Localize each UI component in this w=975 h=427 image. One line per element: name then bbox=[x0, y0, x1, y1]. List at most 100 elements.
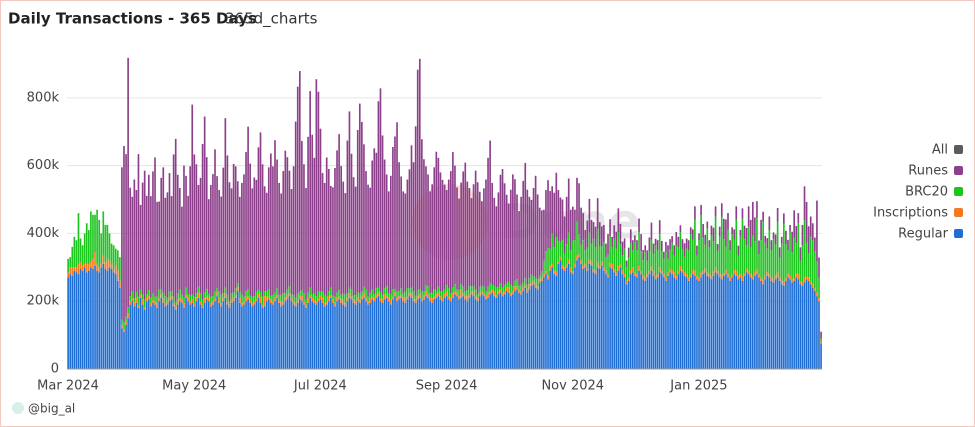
legend-swatch bbox=[954, 208, 963, 217]
bar-segment bbox=[698, 277, 700, 281]
bar-segment bbox=[400, 288, 402, 296]
bar-segment bbox=[257, 147, 260, 290]
bar-segment bbox=[700, 277, 702, 369]
bar-segment bbox=[307, 136, 309, 293]
bar-segment bbox=[574, 267, 576, 369]
bar-segment bbox=[385, 174, 388, 287]
bar-segment bbox=[476, 294, 479, 298]
bar-segment bbox=[216, 176, 218, 288]
bar-segment bbox=[747, 226, 750, 271]
bar-segment bbox=[160, 289, 163, 295]
bar-segment bbox=[392, 299, 394, 369]
bar-segment bbox=[691, 274, 694, 369]
bar-segment bbox=[143, 170, 146, 300]
bar-segment bbox=[119, 287, 121, 369]
bar-segment bbox=[394, 136, 396, 290]
bar-segment bbox=[435, 151, 438, 291]
bar-segment bbox=[634, 272, 636, 276]
bar-segment bbox=[123, 322, 125, 330]
bar-segment bbox=[547, 180, 549, 248]
bar-segment bbox=[309, 295, 311, 298]
bar-segment bbox=[718, 274, 721, 278]
bar-segment bbox=[665, 252, 667, 278]
bar-segment bbox=[766, 248, 769, 273]
x-tick-label: Nov 2024 bbox=[541, 379, 604, 394]
bar-segment bbox=[780, 236, 783, 244]
bar-segment bbox=[110, 243, 113, 264]
bar-segment bbox=[520, 196, 522, 285]
bars bbox=[67, 57, 822, 369]
bar-segment bbox=[236, 181, 239, 283]
bar-segment bbox=[226, 304, 229, 369]
bar-segment bbox=[334, 168, 336, 297]
bar-segment bbox=[447, 287, 450, 297]
bar-segment bbox=[245, 301, 247, 369]
bar-segment bbox=[642, 275, 645, 280]
bar-segment bbox=[162, 302, 165, 369]
bar-segment bbox=[745, 244, 748, 269]
bar-segment bbox=[586, 247, 589, 268]
bar-segment bbox=[694, 219, 696, 271]
bar-segment bbox=[255, 301, 258, 369]
legend-label: Regular bbox=[898, 227, 949, 242]
bar-segment bbox=[590, 265, 593, 369]
bar-segment bbox=[346, 140, 349, 294]
bar-segment bbox=[561, 240, 564, 266]
bar-segment bbox=[588, 232, 591, 260]
bar-segment bbox=[600, 261, 603, 266]
bar-segment bbox=[725, 270, 727, 275]
bar-segment bbox=[421, 301, 423, 369]
bar-segment bbox=[226, 301, 229, 305]
bar-segment bbox=[718, 277, 721, 369]
bar-segment bbox=[452, 152, 454, 288]
bar-segment bbox=[412, 291, 415, 299]
bar-segment bbox=[69, 274, 72, 369]
bar-segment bbox=[656, 274, 659, 278]
bar-segment bbox=[681, 249, 684, 270]
bar-segment bbox=[762, 221, 764, 280]
bar-segment bbox=[712, 271, 715, 276]
bar-segment bbox=[613, 238, 616, 270]
bar-segment bbox=[619, 244, 622, 265]
bar-segment bbox=[135, 190, 138, 292]
bar-segment bbox=[725, 246, 727, 271]
bar-segment bbox=[356, 292, 359, 298]
bar-segment bbox=[437, 292, 440, 297]
bar-segment bbox=[646, 274, 649, 278]
bar-segment bbox=[667, 272, 669, 276]
bar-segment bbox=[445, 190, 448, 285]
bar-segment bbox=[569, 250, 572, 268]
bar-segment bbox=[87, 270, 90, 369]
bar-segment bbox=[187, 301, 189, 369]
bar-segment bbox=[321, 297, 324, 303]
bar-segment bbox=[807, 280, 810, 369]
bar-segment bbox=[311, 294, 314, 298]
bar-segment bbox=[636, 250, 638, 275]
bar-segment bbox=[574, 209, 576, 241]
bar-segment bbox=[257, 289, 260, 294]
bar-segment bbox=[712, 275, 715, 369]
bar-segment bbox=[770, 277, 773, 281]
bar-segment bbox=[162, 298, 165, 303]
bar-segment bbox=[294, 297, 297, 303]
bar-segment bbox=[509, 293, 512, 297]
bar-segment bbox=[102, 263, 105, 369]
bar-segment bbox=[799, 247, 802, 261]
bar-segment bbox=[425, 291, 427, 297]
bar-segment bbox=[681, 269, 684, 273]
bar-segment bbox=[456, 289, 458, 293]
bar-segment bbox=[435, 290, 438, 295]
bar-segment bbox=[298, 291, 301, 296]
bar-segment bbox=[435, 294, 438, 298]
bar-segment bbox=[638, 232, 640, 266]
bar-segment bbox=[323, 306, 326, 369]
bar-segment bbox=[400, 295, 402, 298]
bar-segment bbox=[104, 224, 107, 263]
bar-segment bbox=[733, 239, 736, 271]
bar-segment bbox=[447, 296, 450, 300]
bar-segment bbox=[565, 196, 568, 245]
bar-segment bbox=[445, 296, 448, 369]
bar-segment bbox=[332, 187, 334, 296]
bar-segment bbox=[338, 296, 340, 300]
bar-segment bbox=[652, 243, 655, 254]
